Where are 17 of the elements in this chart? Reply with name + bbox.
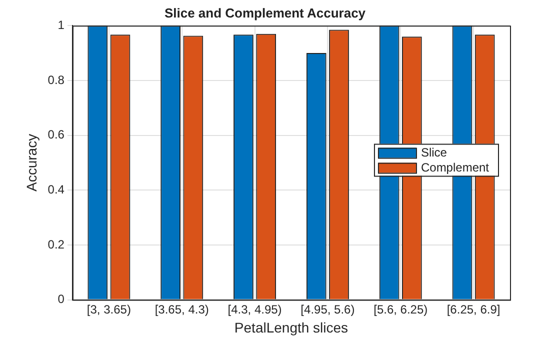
x-tick-label: [5.6, 6.25) (374, 302, 428, 316)
chart-title: Slice and Complement Accuracy (164, 5, 366, 20)
y-axis-title: Accuracy (23, 134, 40, 192)
x-tick-label: [4.95, 5.6) (300, 302, 355, 316)
y-tick-label: 0.8 (48, 72, 65, 87)
x-axis-title: PetalLength slices (234, 319, 348, 336)
y-tick-label: 0 (58, 292, 65, 306)
x-tick-label: [4.3, 4.95) (228, 302, 282, 316)
x-tick-label: [3.65, 4.3) (154, 302, 209, 316)
y-tick-label: 0.2 (48, 237, 65, 252)
y-tick-label: 0.6 (48, 128, 65, 142)
legend-label: Complement (420, 160, 490, 175)
y-tick-label: 0.4 (48, 182, 65, 196)
x-tick-label: [3, 3.65) (86, 302, 131, 316)
legend-label: Slice (420, 146, 448, 160)
x-tick-label: [6.25, 6.9] (446, 302, 500, 316)
y-tick-label: 1 (58, 18, 65, 32)
